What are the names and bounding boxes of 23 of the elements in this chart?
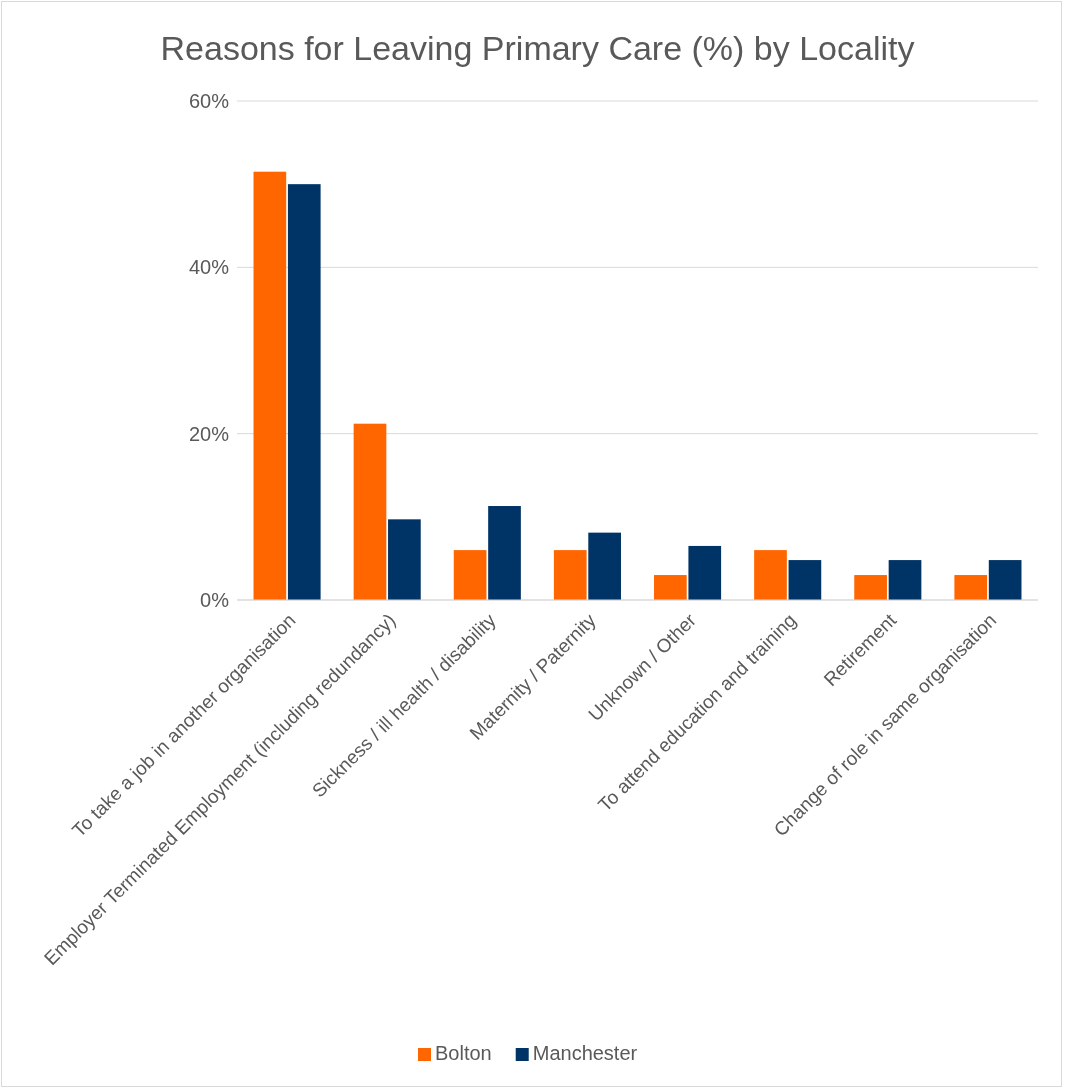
bar xyxy=(353,423,387,600)
bar xyxy=(453,550,487,600)
bar xyxy=(988,560,1022,600)
bar xyxy=(588,532,621,600)
bar xyxy=(888,560,922,600)
bar xyxy=(287,184,321,600)
bar xyxy=(654,575,687,600)
bar xyxy=(754,550,787,600)
bar xyxy=(553,550,587,600)
bar xyxy=(788,560,822,600)
bar xyxy=(253,171,287,600)
y-tick-label: 0% xyxy=(200,588,230,611)
y-tick-label: 60% xyxy=(188,89,230,112)
chart-title: Reasons for Leaving Primary Care (%) by Locality xyxy=(160,29,915,67)
bar xyxy=(854,575,887,600)
bar xyxy=(688,545,722,600)
legend-label: Manchester xyxy=(532,1042,638,1065)
legend-label: Bolton xyxy=(435,1042,492,1065)
bar xyxy=(388,519,421,600)
bar xyxy=(488,506,521,600)
bar xyxy=(954,575,988,600)
y-tick-label: 40% xyxy=(188,256,230,279)
y-tick-label: 20% xyxy=(188,422,230,445)
